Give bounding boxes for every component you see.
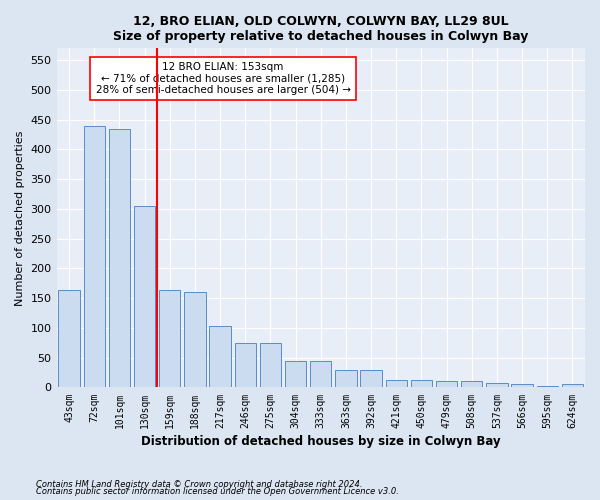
- Bar: [58, 290, 80, 388]
- Bar: [386, 380, 407, 388]
- Bar: [260, 343, 281, 388]
- X-axis label: Distribution of detached houses by size in Colwyn Bay: Distribution of detached houses by size …: [141, 434, 500, 448]
- Y-axis label: Number of detached properties: Number of detached properties: [15, 130, 25, 306]
- Bar: [209, 326, 231, 388]
- Bar: [83, 126, 105, 388]
- Bar: [310, 360, 331, 388]
- Bar: [134, 206, 155, 388]
- Bar: [184, 292, 206, 388]
- Bar: [159, 290, 181, 388]
- Bar: [361, 370, 382, 388]
- Text: Contains public sector information licensed under the Open Government Licence v3: Contains public sector information licen…: [36, 487, 399, 496]
- Bar: [436, 382, 457, 388]
- Bar: [285, 360, 307, 388]
- Bar: [335, 370, 356, 388]
- Text: 12 BRO ELIAN: 153sqm
← 71% of detached houses are smaller (1,285)
28% of semi-de: 12 BRO ELIAN: 153sqm ← 71% of detached h…: [95, 62, 350, 95]
- Bar: [536, 386, 558, 388]
- Bar: [411, 380, 432, 388]
- Text: Contains HM Land Registry data © Crown copyright and database right 2024.: Contains HM Land Registry data © Crown c…: [36, 480, 362, 489]
- Bar: [235, 343, 256, 388]
- Bar: [461, 382, 482, 388]
- Bar: [511, 384, 533, 388]
- Bar: [486, 382, 508, 388]
- Title: 12, BRO ELIAN, OLD COLWYN, COLWYN BAY, LL29 8UL
Size of property relative to det: 12, BRO ELIAN, OLD COLWYN, COLWYN BAY, L…: [113, 15, 529, 43]
- Bar: [562, 384, 583, 388]
- Bar: [109, 128, 130, 388]
